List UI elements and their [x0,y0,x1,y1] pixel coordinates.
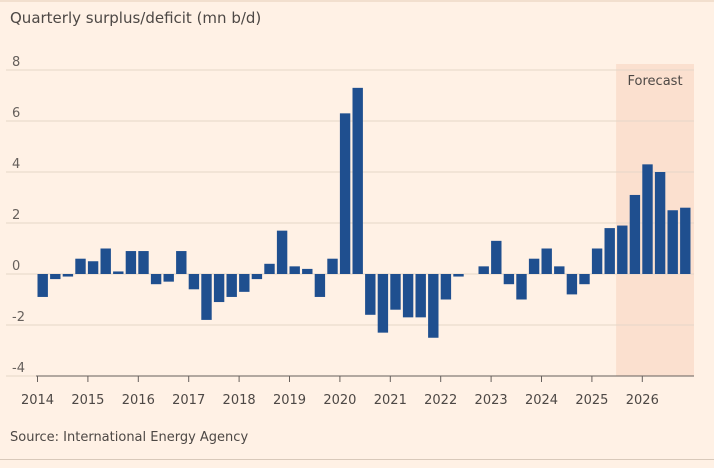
x-tick-label: 2025 [575,393,608,408]
x-tick-label: 2022 [424,393,457,408]
bar [87,261,99,274]
bar [314,274,326,297]
bar [251,274,263,280]
y-tick-label: 6 [12,106,20,121]
y-tick-label: 4 [12,157,20,172]
bar [541,248,552,274]
bar [365,274,376,315]
bar [100,248,111,274]
bar [239,274,250,292]
bar [138,251,149,274]
bar [213,274,225,303]
bar [264,263,275,274]
bar [503,274,515,285]
bar [339,113,351,274]
bar [617,225,628,274]
x-tick-label: 2015 [71,393,104,408]
y-tick-label: -2 [12,310,25,325]
bar [75,258,86,274]
bottom-rule [0,459,714,460]
x-tick-label: 2016 [122,393,155,408]
bar [491,240,502,274]
bar [226,274,237,297]
bar [428,274,439,338]
bar [276,230,288,274]
x-tick-label: 2018 [223,393,256,408]
bar [352,87,363,274]
bar [150,274,162,285]
y-tick-label: 0 [12,259,20,274]
y-tick-label: 8 [12,55,20,70]
bar [680,207,691,274]
y-tick-label: 2 [12,208,20,223]
x-tick-label: 2024 [525,393,558,408]
bar [402,274,414,318]
bar [667,210,678,274]
bar [654,172,666,274]
bar [591,248,603,274]
bar [604,228,615,274]
forecast-label: Forecast [628,74,683,89]
bar [125,251,137,274]
x-tick-label: 2014 [21,393,54,408]
x-tick-label: 2017 [172,393,205,408]
chart-title: Quarterly surplus/deficit (mn b/d) [10,9,262,27]
bar [188,274,200,290]
x-tick-label: 2023 [475,393,508,408]
bar [289,266,300,274]
bar [176,251,187,274]
bar [629,194,641,274]
bar [440,274,452,300]
bar [377,274,389,333]
bar [327,258,338,274]
bar [50,274,61,280]
bar [528,258,540,274]
y-tick-label: -4 [12,361,25,376]
bar [579,274,590,285]
bar [566,274,578,295]
bar [201,274,212,320]
bar [415,274,426,318]
x-tick-label: 2020 [323,393,356,408]
bar [62,274,74,277]
x-tick-label: 2026 [626,393,659,408]
x-tick-label: 2021 [374,393,407,408]
source-note: Source: International Energy Agency [10,430,249,445]
bar [37,274,48,297]
bar [113,271,124,274]
bar [163,274,174,282]
bar [478,266,489,274]
top-cutoff-line [0,0,714,2]
bar [554,266,565,274]
bar [642,164,653,274]
bar [302,268,313,274]
x-tick-label: 2019 [273,393,306,408]
bar [453,274,464,277]
bar [516,274,527,300]
bar [390,274,401,310]
